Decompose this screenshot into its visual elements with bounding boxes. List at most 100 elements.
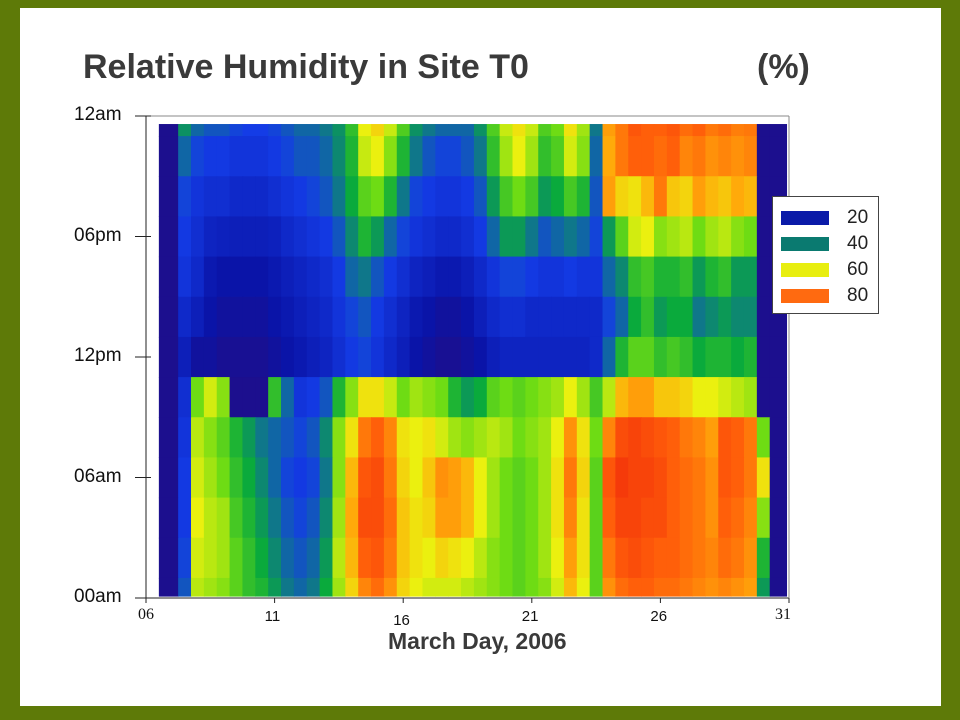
heatmap-cell (653, 176, 668, 218)
heatmap-cell (281, 124, 295, 137)
heatmap-cell (448, 336, 462, 378)
heatmap-cell (666, 136, 681, 177)
heatmap-cell (756, 256, 771, 298)
heatmap-cell (718, 136, 732, 177)
heatmap-cell (525, 124, 539, 137)
heatmap-cell (576, 457, 591, 499)
heatmap-cell (563, 497, 578, 539)
heatmap-cell (666, 537, 681, 579)
heatmap-cell (615, 377, 629, 418)
heatmap-cell (756, 216, 771, 258)
heatmap-cell (538, 256, 552, 298)
heatmap-cell (281, 497, 295, 539)
heatmap-cell (538, 537, 552, 579)
heatmap-cell (435, 417, 449, 459)
heatmap-cell (692, 537, 707, 579)
heatmap-cell (628, 256, 642, 298)
heatmap-cell (692, 136, 707, 177)
heatmap-cell (229, 336, 244, 378)
heatmap-cell (191, 497, 205, 539)
heatmap-cell (563, 336, 578, 378)
heatmap-cell (743, 296, 758, 338)
heatmap-cell (383, 176, 398, 218)
heatmap-cell (255, 497, 269, 539)
heatmap-cell (538, 417, 552, 459)
heatmap-cell (281, 417, 295, 459)
heatmap-cell (576, 216, 591, 258)
heatmap-cell (268, 216, 282, 258)
heatmap-cell (345, 577, 359, 597)
heatmap-cell (615, 124, 629, 137)
heatmap-cell (409, 457, 424, 499)
heatmap-cell (191, 176, 205, 218)
heatmap-cell (705, 176, 719, 218)
heatmap-cell (512, 296, 526, 338)
heatmap-cell (551, 336, 565, 378)
heatmap-cell (769, 457, 788, 499)
heatmap-cell (525, 256, 539, 298)
heatmap-cell (191, 457, 205, 499)
heatmap-cell (692, 497, 707, 539)
heatmap-cell (371, 176, 385, 218)
heatmap-cell (731, 417, 745, 459)
heatmap-cell (512, 136, 526, 177)
heatmap-cell (653, 497, 668, 539)
heatmap-cell (538, 377, 552, 418)
heatmap-cell (216, 577, 231, 597)
heatmap-cell (473, 256, 488, 298)
heatmap-cell (383, 377, 398, 418)
legend-swatch (781, 237, 829, 251)
heatmap-cell (628, 336, 642, 378)
heatmap-cell (422, 537, 436, 579)
heatmap-cell (525, 216, 539, 258)
heatmap-cell (319, 537, 334, 579)
heatmap-cell (486, 377, 501, 418)
heatmap-cell (563, 577, 578, 597)
y-tick-label: 06am (74, 465, 122, 487)
heatmap-cell (178, 497, 192, 539)
heatmap-cell (461, 256, 475, 298)
x-axis-label: March Day, 2006 (388, 628, 567, 654)
heatmap-cell (242, 124, 256, 137)
heatmap-cell (769, 497, 788, 539)
heatmap-cell (641, 377, 655, 418)
heatmap-cell (769, 377, 788, 418)
heatmap-cell (371, 417, 385, 459)
heatmap-cell (358, 497, 372, 539)
heatmap-cell (602, 457, 616, 499)
heatmap-cell (293, 176, 308, 218)
heatmap-cell (396, 216, 411, 258)
heatmap-cell (242, 497, 256, 539)
heatmap-cell (641, 457, 655, 499)
heatmap-cell (358, 136, 372, 177)
heatmap-cells (158, 124, 788, 597)
heatmap-cell (551, 176, 565, 218)
heatmap-cell (409, 336, 424, 378)
heatmap-cell (216, 497, 231, 539)
heatmap-cell (383, 417, 398, 459)
heatmap-cell (756, 176, 771, 218)
x-tick-label: 06 (138, 606, 154, 623)
heatmap-cell (653, 124, 668, 137)
heatmap-cell (589, 296, 604, 338)
heatmap-cell (255, 124, 269, 137)
heatmap-cell (396, 377, 411, 418)
heatmap-cell (281, 136, 295, 177)
heatmap-cell (538, 136, 552, 177)
heatmap-cell (576, 377, 591, 418)
heatmap-cell (563, 176, 578, 218)
heatmap-cell (589, 176, 604, 218)
heatmap-cell (705, 256, 719, 298)
heatmap-cell (306, 577, 321, 597)
heatmap-cell (422, 176, 436, 218)
heatmap-cell (615, 296, 629, 338)
heatmap-cell (705, 497, 719, 539)
heatmap-cell (743, 216, 758, 258)
heatmap-cell (602, 377, 616, 418)
heatmap-cell (178, 417, 192, 459)
heatmap-cell (371, 136, 385, 177)
heatmap-cell (576, 417, 591, 459)
heatmap-cell (306, 136, 321, 177)
heatmap-cell (499, 577, 514, 597)
heatmap-cell (268, 176, 282, 218)
